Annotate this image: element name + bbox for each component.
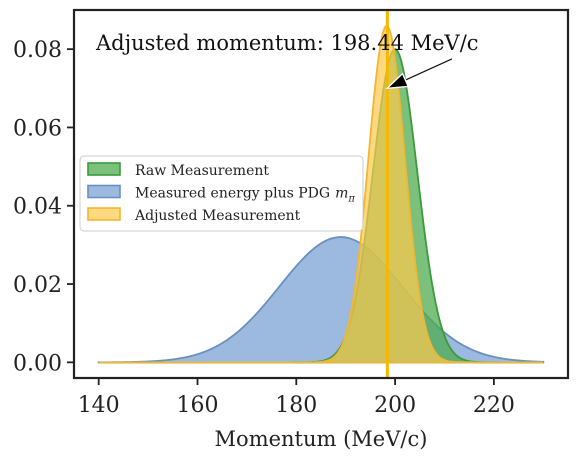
annotation-text: Adjusted momentum: 198.44 MeV/c	[95, 31, 479, 55]
series-area-2	[98, 24, 544, 364]
legend-swatch	[87, 184, 121, 199]
x-tick-label: 140	[78, 393, 120, 418]
y-tick-label: 0.08	[13, 38, 62, 63]
legend-swatch	[87, 207, 121, 221]
legend-label: Measured energy plus PDG mπ	[135, 186, 355, 205]
y-tick-label: 0.04	[13, 195, 62, 220]
series-area-0	[97, 236, 545, 364]
arrow-shaft	[405, 58, 453, 81]
y-tick-label: 0.00	[13, 351, 62, 376]
legend-label: Adjusted Measurement	[134, 208, 301, 224]
x-tick-label: 220	[473, 393, 515, 418]
legend-swatch	[87, 162, 121, 176]
x-tick-label: 160	[177, 393, 219, 418]
legend-label: Raw Measurement	[135, 163, 269, 179]
plot-frame	[72, 8, 570, 380]
legend-box	[79, 155, 364, 232]
x-tick-label: 180	[275, 393, 317, 418]
y-tick-label: 0.02	[13, 273, 62, 298]
y-tick-label: 0.06	[13, 116, 62, 141]
annotation-arrow	[385, 58, 453, 90]
distribution-areas	[97, 24, 545, 364]
legend: Raw Measurement Measured energy plus PDG m…	[79, 155, 364, 232]
x-axis-ticks: 140 160 180 200 220	[78, 378, 515, 418]
y-axis-ticks: 0.00 0.02 0.04 0.06 0.08	[13, 38, 74, 376]
x-axis-label: Momentum (MeV/c)	[215, 427, 428, 451]
x-tick-label: 200	[374, 393, 416, 418]
arrow-head	[385, 72, 410, 90]
